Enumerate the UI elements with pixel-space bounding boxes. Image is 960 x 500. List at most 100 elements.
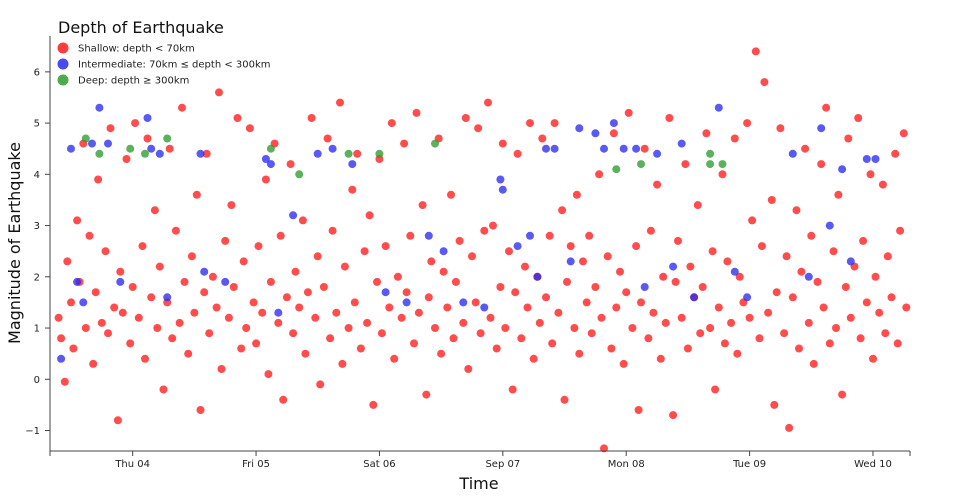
- data-point[interactable]: [245, 124, 254, 133]
- data-point[interactable]: [501, 324, 510, 332]
- data-point[interactable]: [122, 155, 131, 163]
- data-point[interactable]: [480, 303, 489, 312]
- data-point[interactable]: [735, 272, 744, 281]
- data-point[interactable]: [73, 277, 82, 286]
- data-point[interactable]: [155, 149, 164, 158]
- data-point[interactable]: [637, 298, 645, 307]
- data-point[interactable]: [313, 149, 322, 158]
- data-point[interactable]: [332, 308, 341, 317]
- data-point[interactable]: [486, 313, 495, 322]
- data-point[interactable]: [896, 226, 905, 235]
- data-point[interactable]: [887, 293, 896, 302]
- data-point[interactable]: [459, 298, 468, 307]
- data-point[interactable]: [221, 236, 230, 245]
- data-point[interactable]: [221, 277, 230, 286]
- data-point[interactable]: [266, 160, 275, 169]
- data-point[interactable]: [579, 257, 587, 266]
- data-point[interactable]: [252, 339, 261, 348]
- data-point[interactable]: [854, 114, 863, 122]
- data-point[interactable]: [498, 185, 507, 194]
- data-point[interactable]: [624, 108, 633, 117]
- data-point[interactable]: [690, 293, 699, 302]
- data-point[interactable]: [619, 359, 628, 368]
- data-point[interactable]: [202, 149, 211, 158]
- data-point[interactable]: [418, 201, 427, 210]
- data-point[interactable]: [365, 211, 374, 220]
- data-point[interactable]: [550, 119, 559, 128]
- data-point[interactable]: [437, 349, 446, 358]
- data-point[interactable]: [319, 283, 328, 291]
- data-point[interactable]: [464, 365, 473, 373]
- data-point[interactable]: [431, 324, 439, 332]
- data-point[interactable]: [276, 231, 285, 240]
- data-point[interactable]: [838, 165, 847, 174]
- data-point[interactable]: [126, 339, 135, 348]
- data-point[interactable]: [274, 318, 283, 327]
- data-point[interactable]: [809, 359, 818, 368]
- data-point[interactable]: [714, 303, 723, 312]
- data-point[interactable]: [303, 288, 312, 297]
- data-point[interactable]: [387, 119, 396, 128]
- data-point[interactable]: [229, 283, 238, 291]
- data-point[interactable]: [116, 277, 125, 286]
- data-point[interactable]: [356, 344, 365, 353]
- data-point[interactable]: [817, 124, 826, 133]
- data-point[interactable]: [217, 365, 226, 373]
- data-point[interactable]: [862, 155, 871, 163]
- data-point[interactable]: [233, 114, 242, 122]
- data-point[interactable]: [385, 303, 394, 312]
- data-point[interactable]: [155, 262, 164, 271]
- data-point[interactable]: [451, 277, 460, 286]
- data-point[interactable]: [138, 242, 147, 251]
- data-point[interactable]: [348, 185, 357, 194]
- data-point[interactable]: [560, 395, 569, 404]
- data-point[interactable]: [838, 390, 847, 399]
- data-point[interactable]: [878, 180, 887, 189]
- data-point[interactable]: [81, 324, 90, 332]
- data-point[interactable]: [686, 262, 695, 271]
- data-point[interactable]: [671, 277, 680, 286]
- data-point[interactable]: [57, 334, 66, 343]
- data-point[interactable]: [616, 267, 624, 276]
- data-point[interactable]: [683, 344, 692, 353]
- data-point[interactable]: [834, 190, 843, 199]
- data-point[interactable]: [622, 288, 631, 297]
- data-point[interactable]: [134, 313, 143, 322]
- data-point[interactable]: [570, 324, 579, 332]
- data-point[interactable]: [513, 149, 522, 158]
- data-point[interactable]: [659, 272, 668, 281]
- data-point[interactable]: [261, 175, 270, 184]
- data-point[interactable]: [143, 114, 152, 122]
- data-point[interactable]: [375, 149, 384, 158]
- data-point[interactable]: [585, 231, 594, 240]
- data-point[interactable]: [266, 144, 275, 153]
- data-point[interactable]: [612, 165, 621, 174]
- data-point[interactable]: [644, 334, 653, 343]
- data-point[interactable]: [764, 308, 773, 317]
- data-point[interactable]: [187, 252, 196, 261]
- data-point[interactable]: [350, 298, 359, 307]
- data-point[interactable]: [141, 149, 149, 158]
- data-point[interactable]: [91, 288, 100, 297]
- data-point[interactable]: [128, 283, 137, 291]
- data-point[interactable]: [163, 134, 172, 143]
- data-point[interactable]: [261, 155, 270, 163]
- data-point[interactable]: [249, 298, 258, 307]
- data-point[interactable]: [554, 308, 563, 317]
- data-point[interactable]: [727, 318, 736, 327]
- data-point[interactable]: [311, 313, 320, 322]
- data-point[interactable]: [67, 298, 75, 307]
- data-point[interactable]: [224, 313, 233, 322]
- data-point[interactable]: [733, 349, 742, 358]
- data-point[interactable]: [646, 226, 655, 235]
- legend-item[interactable]: Deep: depth ≥ 300km: [57, 74, 190, 87]
- data-point[interactable]: [79, 298, 88, 307]
- data-point[interactable]: [558, 206, 567, 215]
- data-point[interactable]: [730, 134, 739, 143]
- data-point[interactable]: [869, 354, 877, 363]
- data-point[interactable]: [118, 308, 127, 317]
- data-point[interactable]: [875, 308, 884, 317]
- data-point[interactable]: [511, 288, 520, 297]
- data-point[interactable]: [381, 242, 390, 251]
- data-point[interactable]: [400, 139, 409, 148]
